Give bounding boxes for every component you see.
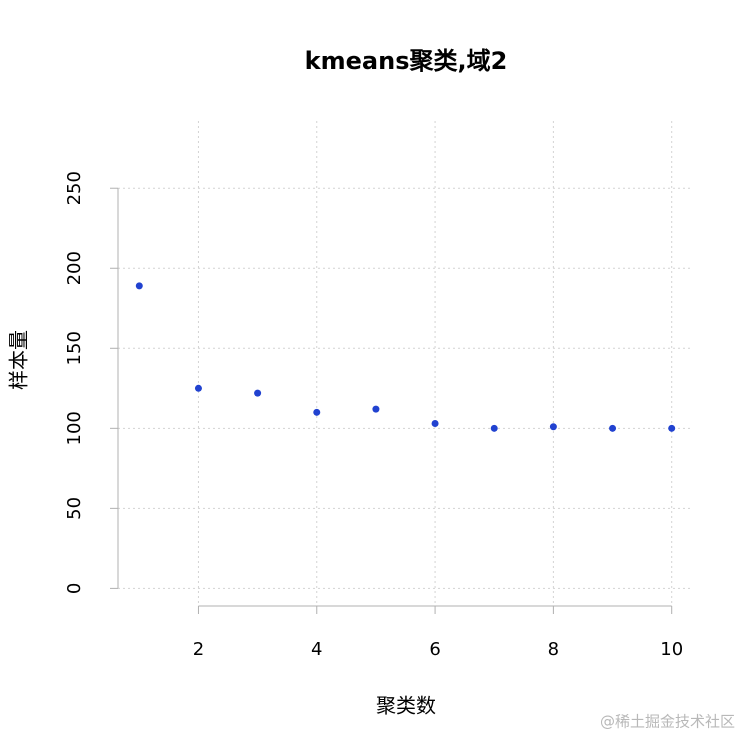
watermark: @稀土掘金技术社区 (600, 713, 735, 731)
chart-title: kmeans聚类,域2 (305, 47, 508, 75)
point (549, 423, 557, 431)
y-tick-label: 100 (64, 411, 85, 445)
x-tick-label: 10 (660, 639, 683, 660)
y-tick-label: 150 (64, 331, 85, 365)
y-axis-label: 样本量 (7, 330, 31, 390)
x-tick-label: 2 (193, 639, 204, 660)
point (313, 408, 321, 416)
y-tick-label: 200 (64, 251, 85, 285)
point (609, 424, 617, 432)
x-tick-label: 4 (311, 639, 322, 660)
point (194, 384, 202, 392)
point (135, 282, 143, 290)
point (372, 405, 380, 413)
point (431, 420, 439, 428)
point (490, 424, 498, 432)
y-tick-label: 0 (64, 583, 85, 594)
point (668, 424, 676, 432)
y-tick-label: 250 (64, 171, 85, 205)
x-tick-label: 6 (429, 639, 440, 660)
point (254, 389, 262, 397)
y-tick-label: 50 (64, 497, 85, 520)
x-axis-label: 聚类数 (376, 694, 436, 718)
x-tick-label: 8 (548, 639, 559, 660)
